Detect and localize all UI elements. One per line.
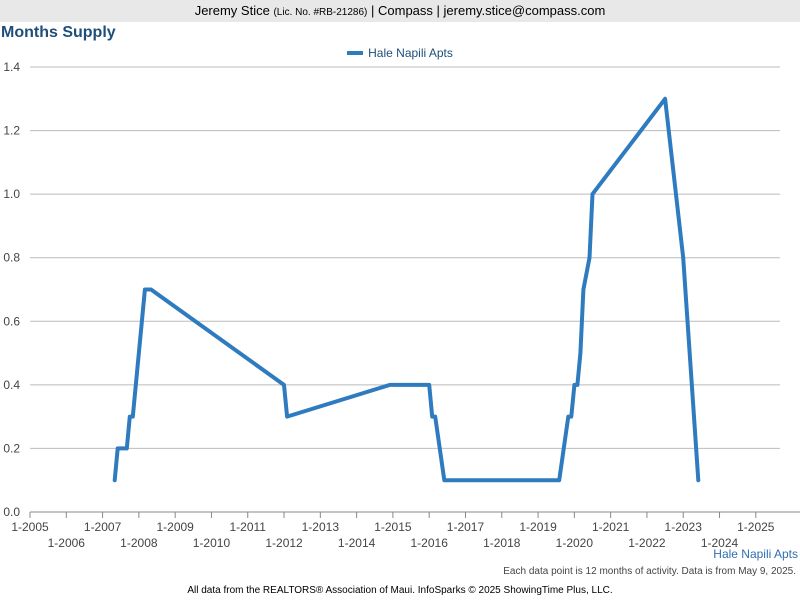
x-tick-label: 1-2007 <box>84 520 122 534</box>
agent-name: Jeremy Stice <box>194 3 270 18</box>
x-tick-label: 1-2023 <box>665 520 703 534</box>
data-note: Each data point is 12 months of activity… <box>503 566 796 577</box>
x-tick-label: 1-2019 <box>519 520 557 534</box>
x-tick-label: 1-2012 <box>265 536 303 550</box>
x-tick-label: 1-2014 <box>338 536 376 550</box>
x-tick-label: 1-2005 <box>11 520 49 534</box>
series-name-label: Hale Napili Apts <box>713 547 798 561</box>
x-tick-label: 1-2011 <box>229 520 266 534</box>
chart-legend[interactable]: Hale Napili Apts <box>0 46 800 60</box>
x-tick-label: 1-2025 <box>737 520 775 534</box>
x-tick-label: 1-2017 <box>447 520 485 534</box>
y-tick-label: 0.8 <box>3 251 20 265</box>
legend-label: Hale Napili Apts <box>368 46 453 60</box>
y-tick-label: 1.4 <box>3 60 20 74</box>
agent-license: (Lic. No. #RB-21286) <box>273 7 368 18</box>
source-footer: All data from the REALTORS® Association … <box>187 585 613 596</box>
x-tick-label: 1-2008 <box>120 536 158 550</box>
x-tick-label: 1-2015 <box>374 520 412 534</box>
agent-header: Jeremy Stice (Lic. No. #RB-21286) | Comp… <box>0 0 800 22</box>
y-tick-label: 0.6 <box>3 314 20 328</box>
x-tick-label: 1-2021 <box>592 520 630 534</box>
y-tick-label: 0.0 <box>3 505 20 519</box>
x-tick-label: 1-2013 <box>302 520 340 534</box>
legend-swatch <box>347 50 364 55</box>
x-tick-label: 1-2009 <box>156 520 194 534</box>
y-tick-label: 1.2 <box>3 124 20 138</box>
x-tick-label: 1-2010 <box>193 536 231 550</box>
y-tick-label: 0.4 <box>3 378 20 392</box>
series-layer <box>112 96 701 483</box>
chart-title: Months Supply <box>1 24 116 41</box>
y-tick-label: 1.0 <box>3 187 20 201</box>
axes: 0.0 0.2 0.4 0.6 0.8 1.0 1.2 1.4 1-2005 1-2006 1-20… <box>3 60 800 550</box>
x-tick-label: 1-2024 <box>701 536 739 550</box>
x-tick-label: 1-2006 <box>48 536 86 550</box>
x-tick-label: 1-2016 <box>411 536 449 550</box>
y-tick-label: 0.2 <box>3 441 20 455</box>
agent-contact: | Compass | jeremy.stice@compass.com <box>371 3 606 18</box>
x-tick-label: 1-2022 <box>628 536 666 550</box>
series-line <box>112 96 701 483</box>
x-tick-label: 1-2020 <box>556 536 594 550</box>
x-tick-label: 1-2018 <box>483 536 521 550</box>
